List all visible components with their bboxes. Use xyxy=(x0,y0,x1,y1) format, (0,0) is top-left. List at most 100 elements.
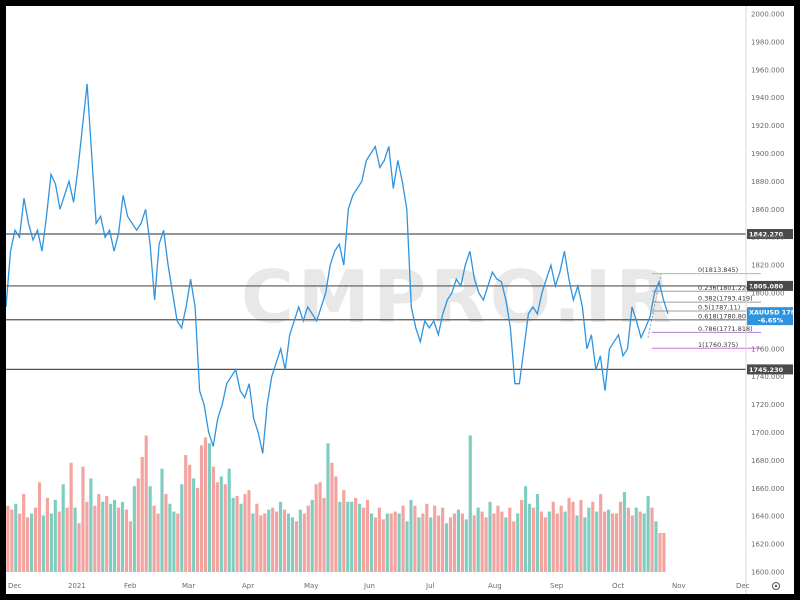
volume-bar xyxy=(504,517,508,572)
last-price-tag: XAUUSD 1786.265-6.65% xyxy=(747,307,794,326)
y-tick-label: 1860.000 xyxy=(751,206,784,214)
volume-bar xyxy=(271,507,275,572)
time-axis: Dec 2021 Feb Mar Apr May Jun Jul Aug Sep Oct Nov Dec xyxy=(8,582,750,590)
volume-bar xyxy=(654,521,658,572)
volume-bar xyxy=(338,501,342,572)
x-tick-label: Jul xyxy=(425,582,435,590)
volume-bar xyxy=(429,517,433,572)
volume-bar xyxy=(527,503,532,572)
volume-bar xyxy=(401,505,405,572)
volume-bar xyxy=(595,511,599,572)
volume-bar xyxy=(642,513,646,572)
y-tick-label: 1640.000 xyxy=(751,513,784,521)
volume-bar xyxy=(452,513,457,572)
volume-bar xyxy=(373,517,377,572)
level-label: 1745.230 xyxy=(749,366,784,374)
volume-bar xyxy=(61,484,65,572)
x-tick-label: May xyxy=(304,582,318,590)
volume-bar xyxy=(101,501,105,572)
volume-bar xyxy=(124,509,129,572)
y-tick-label: 1760.000 xyxy=(751,345,784,353)
price-chart: CMPRO.IR 1842.2701805.0801780.8201745.23… xyxy=(6,6,794,594)
level-tag xyxy=(747,280,793,291)
volume-bar xyxy=(421,513,425,572)
volume-bar xyxy=(239,503,243,572)
volume-bar xyxy=(65,507,69,572)
y-tick-label: 1660.000 xyxy=(751,485,784,493)
volume-bar xyxy=(97,494,101,572)
level-tag xyxy=(747,229,793,240)
volume-bar xyxy=(45,497,49,572)
volume-bar xyxy=(610,513,615,572)
x-tick-label: Jun xyxy=(363,582,375,590)
volume-bar xyxy=(294,521,298,572)
volume-bar xyxy=(630,515,634,572)
volume-bars xyxy=(6,435,666,572)
settings-icon[interactable] xyxy=(772,582,780,590)
last-price-change: -6.65% xyxy=(758,317,784,325)
volume-bar xyxy=(492,513,496,572)
volume-bar xyxy=(591,501,595,572)
level-label: 1842.270 xyxy=(749,231,784,239)
volume-bar xyxy=(405,521,409,572)
volume-bar xyxy=(306,505,310,572)
volume-bar xyxy=(571,501,575,572)
volume-bar xyxy=(444,523,449,572)
x-tick-label: Aug xyxy=(488,582,502,590)
volume-bar xyxy=(437,515,441,572)
volume-bar xyxy=(314,484,318,572)
volume-bar xyxy=(361,507,366,572)
volume-bar xyxy=(587,507,591,572)
volume-bar xyxy=(575,515,579,572)
volume-bar xyxy=(211,466,215,572)
fib-level-label: 0.618(1780.801) xyxy=(698,312,753,320)
volume-bar xyxy=(354,497,358,572)
volume-bar xyxy=(524,486,528,572)
volume-bar xyxy=(500,511,504,572)
volume-bar xyxy=(298,509,302,572)
volume-bar xyxy=(231,497,235,572)
volume-bar xyxy=(203,437,208,572)
volume-bar xyxy=(543,517,547,572)
volume-bar xyxy=(448,517,453,572)
volume-bar xyxy=(385,513,389,572)
volume-bar xyxy=(263,513,267,572)
level-label: 1805.080 xyxy=(749,282,784,290)
x-tick-label: Dec xyxy=(8,582,22,590)
y-tick-label: 1680.000 xyxy=(751,457,784,465)
y-tick-label: 1820.000 xyxy=(751,262,784,270)
last-price-box xyxy=(747,307,793,326)
volume-bar xyxy=(278,501,283,572)
volume-bar xyxy=(342,490,346,572)
volume-bar xyxy=(535,494,540,572)
volume-bar xyxy=(120,501,125,572)
y-tick-label: 1700.000 xyxy=(751,429,784,437)
volume-bar xyxy=(634,507,638,572)
volume-bar xyxy=(614,513,619,572)
volume-bar xyxy=(53,499,57,572)
volume-bar xyxy=(227,468,231,572)
volume-bar xyxy=(176,513,180,572)
volume-bar xyxy=(409,499,413,572)
volume-bar xyxy=(365,499,370,572)
volume-bar xyxy=(350,501,354,572)
volume-bar xyxy=(516,513,520,572)
volume-bar xyxy=(377,507,381,572)
volume-bar xyxy=(381,519,385,572)
volume-bar xyxy=(152,505,156,572)
volume-bar xyxy=(180,484,184,572)
volume-bar xyxy=(646,495,650,572)
volume-bar xyxy=(219,476,223,572)
y-tick-label: 1800.000 xyxy=(751,290,784,298)
volume-bar xyxy=(255,503,259,572)
volume-bar xyxy=(41,515,46,572)
volume-bar xyxy=(26,517,30,572)
volume-bar xyxy=(334,476,338,572)
volume-bar xyxy=(425,503,429,572)
volume-bar xyxy=(73,507,77,572)
volume-bar xyxy=(626,507,630,572)
volume-bar xyxy=(259,515,263,572)
volume-bar xyxy=(322,497,326,572)
volume-bar xyxy=(567,497,571,572)
y-tick-label: 1620.000 xyxy=(751,541,784,549)
